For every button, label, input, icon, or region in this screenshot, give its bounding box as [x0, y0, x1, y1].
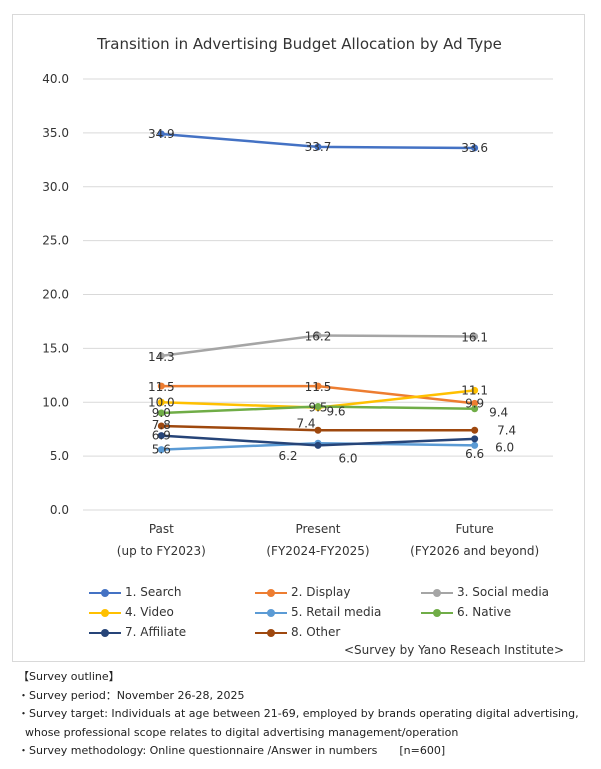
data-label: 6.9 — [152, 429, 171, 443]
legend-label: 8. Other — [291, 625, 341, 639]
x-tick-label: (up to FY2023) — [117, 544, 206, 558]
legend-item: 2. Display — [255, 585, 351, 599]
data-label: 7.8 — [152, 418, 171, 432]
legend-item: 5. Retail media — [255, 605, 381, 619]
data-point — [471, 405, 479, 413]
data-label: 16.1 — [461, 331, 488, 345]
legend-swatch — [255, 628, 287, 638]
x-tick-label: (FY2026 and beyond) — [410, 544, 539, 558]
x-tick-label: (FY2024-FY2025) — [266, 544, 369, 558]
x-tick-label: Present — [295, 522, 340, 536]
data-point — [314, 403, 322, 411]
data-label: 10.0 — [148, 395, 175, 409]
legend-swatch — [89, 588, 121, 598]
data-label: 33.7 — [305, 140, 332, 154]
data-point — [157, 352, 165, 360]
outline-heading: 【Survey outline】 — [18, 670, 120, 683]
legend-item: 7. Affiliate — [89, 625, 186, 639]
legend-item: 3. Social media — [421, 585, 549, 599]
data-point — [471, 386, 479, 394]
outline-line: whose professional scope relates to digi… — [18, 725, 459, 739]
data-point — [314, 441, 322, 449]
y-tick-label: 25.0 — [42, 234, 69, 248]
data-point — [314, 426, 322, 434]
legend-swatch — [255, 608, 287, 618]
data-label: 6.0 — [495, 440, 514, 454]
legend-swatch — [89, 628, 121, 638]
y-tick-label: 30.0 — [42, 180, 69, 194]
data-point — [471, 441, 479, 449]
data-point — [471, 333, 479, 341]
data-label: 16.2 — [305, 329, 332, 343]
x-tick-label: Past — [149, 522, 174, 536]
legend-label: 6. Native — [457, 605, 512, 619]
data-point — [471, 144, 479, 152]
chart-title: Transition in Advertising Budget Allocat… — [97, 35, 502, 53]
data-point — [471, 426, 479, 434]
legend-swatch — [421, 608, 453, 618]
data-label: 9.5 — [308, 401, 327, 415]
data-point — [157, 130, 165, 138]
chart-frame: Transition in Advertising Budget Allocat… — [12, 14, 585, 662]
data-point — [157, 432, 165, 440]
legend-swatch — [421, 588, 453, 598]
data-point — [157, 398, 165, 406]
data-point — [157, 446, 165, 454]
data-label: 11.5 — [148, 380, 175, 394]
legend-label: 7. Affiliate — [125, 625, 187, 639]
legend-label: 5. Retail media — [291, 605, 382, 619]
data-label: 34.9 — [148, 127, 175, 141]
data-label: 7.4 — [497, 423, 516, 437]
data-label: 6.2 — [278, 449, 297, 463]
y-tick-label: 10.0 — [42, 395, 69, 409]
data-point — [314, 143, 322, 151]
data-label: 14.3 — [148, 350, 175, 364]
data-label: 33.6 — [461, 141, 488, 155]
data-point — [314, 331, 322, 339]
data-label: 5.6 — [152, 443, 171, 457]
source-note: <Survey by Yano Reseach Institute> — [343, 643, 564, 657]
data-label: 9.9 — [465, 396, 484, 410]
data-label: 6.6 — [465, 447, 484, 461]
data-label: 7.4 — [296, 416, 315, 430]
legend-label: 3. Social media — [457, 585, 550, 599]
data-label: 11.1 — [461, 383, 488, 397]
data-label: 9.0 — [152, 406, 171, 420]
data-label: 9.4 — [489, 406, 508, 420]
data-point — [157, 382, 165, 390]
x-tick-label: Future — [456, 522, 494, 536]
legend-item: 4. Video — [89, 605, 174, 619]
outline-line: ・Survey target: Individuals at age betwe… — [18, 707, 579, 720]
y-tick-label: 40.0 — [42, 72, 69, 86]
data-point — [157, 422, 165, 430]
legend-item: 6. Native — [421, 605, 511, 619]
legend-item: 1. Search — [89, 585, 182, 599]
legend-item: 8. Other — [255, 625, 340, 639]
line-chart: 0.0 5.0 10.0 15.0 20.0 25.0 30.0 35.0 40.0 Past (u… — [42, 72, 553, 558]
legend-swatch — [255, 588, 287, 598]
legend-swatch — [89, 608, 121, 618]
legend-label: 2. Display — [291, 585, 351, 599]
data-label: 6.0 — [338, 451, 357, 465]
y-tick-label: 15.0 — [42, 341, 69, 355]
data-point — [471, 435, 479, 443]
legend-label: 1. Search — [125, 585, 182, 599]
outline-line: ・Survey period：November 26-28, 2025 — [18, 688, 245, 702]
y-tick-label: 0.0 — [50, 503, 69, 517]
legend-label: 4. Video — [125, 605, 174, 619]
data-point — [471, 399, 479, 407]
data-label: 11.5 — [305, 380, 332, 394]
y-tick-label: 5.0 — [50, 449, 69, 463]
data-label: 9.6 — [326, 405, 345, 419]
data-point — [157, 409, 165, 417]
data-point — [314, 382, 322, 390]
y-tick-label: 35.0 — [42, 126, 69, 140]
survey-outline: 【Survey outline】 ・Survey period：November… — [18, 668, 588, 761]
outline-line: ・Survey methodology: Online questionnair… — [18, 744, 446, 757]
y-tick-label: 20.0 — [42, 288, 69, 302]
